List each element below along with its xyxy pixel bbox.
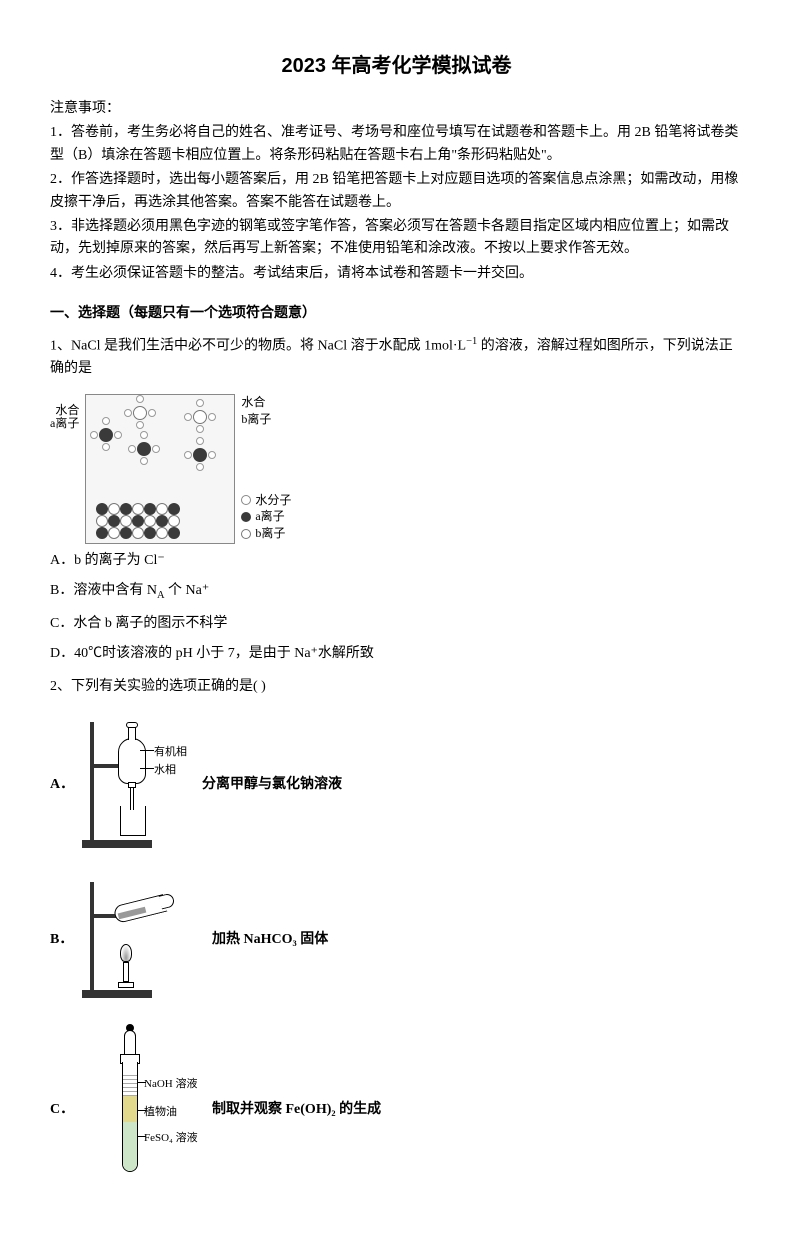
option-label: A． <box>50 774 72 796</box>
legend-b-icon <box>241 529 251 539</box>
option-label: C． <box>50 1099 72 1121</box>
diagram-left-label: 水合 a离子 <box>50 404 79 430</box>
legend-label: b离子 <box>255 525 285 542</box>
layered-test-tube-apparatus: NaOH 溶液 植物油 FeSO₄ 溶液 <box>82 1030 202 1190</box>
label-oil: 植物油 <box>144 1104 177 1122</box>
option-c: C．水合 b 离子的图示不科学 <box>50 613 743 635</box>
label: b离子 <box>241 411 291 428</box>
option-text: 加热 NaHCO₃ 固体 <box>212 929 328 951</box>
exam-title: 2023 年高考化学模拟试卷 <box>50 50 743 82</box>
q2-option-c: C． NaOH 溶液 植物油 FeSO₄ 溶液 制取并观察 Fe(OH)₂ 的生… <box>50 1024 743 1196</box>
heating-tube-apparatus <box>82 880 202 1000</box>
label-aqueous: 水相 <box>154 762 176 780</box>
sub: A <box>157 590 165 601</box>
q1-options: A．b 的离子为 Cl⁻ B．溶液中含有 NA 个 Na⁺ C．水合 b 离子的… <box>50 550 743 666</box>
label-feso4: FeSO₄ 溶液 <box>144 1130 198 1148</box>
text: B．溶液中含有 N <box>50 583 157 598</box>
question-1: 1、NaCl 是我们生活中必不可少的物质。将 NaCl 溶于水配成 1mol·L… <box>50 334 743 666</box>
instruction-item: 1．答卷前，考生务必将自己的姓名、准考证号、考场号和座位号填写在试题卷和答题卡上… <box>50 122 743 167</box>
hydrated-a-ion <box>186 441 214 469</box>
instructions-block: 注意事项： 1．答卷前，考生务必将自己的姓名、准考证号、考场号和座位号填写在试题… <box>50 98 743 285</box>
legend-a-icon <box>241 512 251 522</box>
separating-funnel-apparatus: 有机相 水相 <box>82 720 192 850</box>
hydrated-b-ion <box>186 403 214 431</box>
option-text: 分离甲醇与氯化钠溶液 <box>202 774 342 796</box>
nacl-dissolution-diagram: 水合 a离子 <box>50 394 291 544</box>
solution-box <box>85 394 235 544</box>
label-naoh: NaOH 溶液 <box>144 1076 197 1094</box>
q2-option-a: A． 有机相 水相 分离甲醇与氯化钠溶液 <box>50 714 743 856</box>
text: 个 Na⁺ <box>165 583 210 598</box>
instruction-item: 4．考生必须保证答题卡的整洁。考试结束后，请将本试卷和答题卡一并交回。 <box>50 263 743 285</box>
legend-label: a离子 <box>255 508 284 525</box>
q2-stem: 2、下列有关实验的选项正确的是( ) <box>50 676 743 698</box>
hydrated-b-ion <box>126 399 154 427</box>
label-organic: 有机相 <box>154 744 187 762</box>
hydrated-a-ion <box>92 421 120 449</box>
label: a离子 <box>50 417 79 430</box>
nacl-crystal <box>96 503 180 539</box>
instructions-label: 注意事项： <box>50 98 743 120</box>
legend-water-icon <box>241 495 251 505</box>
option-text: 制取并观察 Fe(OH)₂ 的生成 <box>212 1099 381 1121</box>
instruction-item: 2．作答选择题时，选出每小题答案后，用 2B 铅笔把答题卡上对应题目选项的答案信… <box>50 169 743 214</box>
q1-stem: 1、NaCl 是我们生活中必不可少的物质。将 NaCl 溶于水配成 1mol·L… <box>50 334 743 380</box>
diagram-right-labels: 水合 b离子 水分子 a离子 b离子 <box>241 394 291 542</box>
instruction-item: 3．非选择题必须用黑色字迹的钢笔或签字笔作答，答案必须写在答题卡各题目指定区域内… <box>50 216 743 261</box>
option-d: D．40℃时该溶液的 pH 小于 7，是由于 Na⁺水解所致 <box>50 643 743 665</box>
legend-label: 水分子 <box>255 492 291 509</box>
label: 水合 <box>241 394 291 411</box>
question-2: 2、下列有关实验的选项正确的是( ) A． 有机相 水相 分离甲醇与氯化钠溶液 … <box>50 676 743 1196</box>
option-b: B．溶液中含有 NA 个 Na⁺ <box>50 580 743 605</box>
option-a: A．b 的离子为 Cl⁻ <box>50 550 743 572</box>
section-heading: 一、选择题（每题只有一个选项符合题意） <box>50 303 743 325</box>
q1-stem-a: 1、NaCl 是我们生活中必不可少的物质。将 NaCl 溶于水配成 1mol·L <box>50 338 466 353</box>
hydrated-a-ion <box>130 435 158 463</box>
q2-option-b: B． 加热 NaHCO₃ 固体 <box>50 874 743 1006</box>
option-label: B． <box>50 929 72 951</box>
